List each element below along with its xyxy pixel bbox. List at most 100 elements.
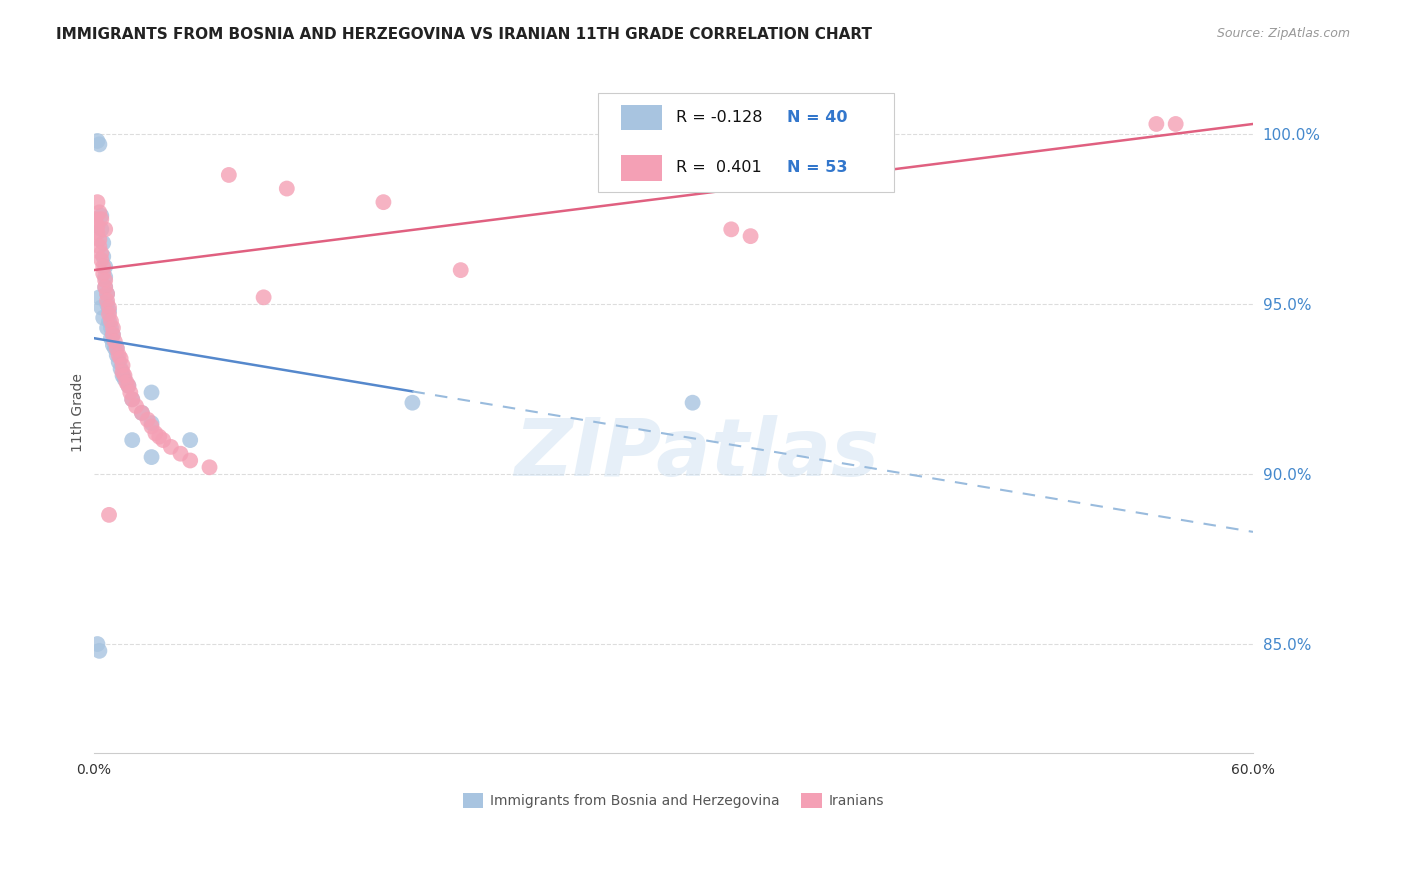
Text: ZIPatlas: ZIPatlas [515,415,879,492]
Point [89,233,111,247]
Bar [621,155,662,181]
Point [121,433,143,447]
Point [1164,117,1187,131]
Point [91,267,114,281]
Text: IMMIGRANTS FROM BOSNIA AND HERZEGOVINA VS IRANIAN 11TH GRADE CORRELATION CHART: IMMIGRANTS FROM BOSNIA AND HERZEGOVINA V… [56,27,872,42]
Point [110,351,132,366]
Point [94,273,117,287]
Point [131,406,153,420]
Point [107,355,129,369]
Point [117,378,139,392]
Point [100,321,122,335]
Point [148,430,170,444]
Point [105,341,128,355]
Point [1144,117,1167,131]
Point [125,399,148,413]
Point [110,361,132,376]
Point [90,252,112,267]
Point [98,301,121,315]
Point [218,168,240,182]
Point [100,314,122,328]
Point [141,416,163,430]
Point [94,222,117,236]
Point [98,508,121,522]
Point [89,290,111,304]
Point [107,348,129,362]
Point [89,644,111,658]
Point [91,310,114,325]
Point [198,460,221,475]
Point [91,235,114,250]
Point [101,327,124,342]
Point [96,293,118,308]
Point [682,395,704,409]
Point [114,372,136,386]
Point [111,365,134,379]
Text: Source: ZipAtlas.com: Source: ZipAtlas.com [1216,27,1350,40]
Point [94,280,117,294]
Point [141,419,163,434]
Point [98,304,121,318]
Point [450,263,472,277]
Text: N = 40: N = 40 [787,110,848,125]
Point [91,250,114,264]
Point [120,385,142,400]
FancyBboxPatch shape [598,94,894,192]
Point [169,447,191,461]
Point [111,359,134,373]
Point [96,297,118,311]
Point [91,260,114,274]
Point [86,134,108,148]
Y-axis label: 11th Grade: 11th Grade [72,374,86,452]
Point [86,226,108,240]
Point [104,341,127,355]
Point [84,212,107,227]
Point [141,385,163,400]
Text: R = -0.128: R = -0.128 [676,110,762,125]
Point [89,239,111,253]
Legend: Immigrants from Bosnia and Herzegovina, Iranians: Immigrants from Bosnia and Herzegovina, … [457,788,890,814]
Point [401,395,423,409]
Point [252,290,274,304]
Point [94,280,117,294]
Point [105,348,128,362]
Point [111,368,134,383]
Point [90,301,112,315]
Point [115,376,138,390]
Point [96,287,118,301]
Point [136,413,159,427]
Bar [621,104,662,130]
Point [121,392,143,407]
Point [90,209,112,223]
Point [145,426,167,441]
Point [276,181,298,195]
Point [94,260,117,274]
Point [100,331,122,345]
Point [86,637,108,651]
Text: N = 53: N = 53 [787,161,848,176]
Point [160,440,183,454]
Point [98,307,121,321]
Point [104,334,127,349]
Point [94,269,117,284]
Point [86,219,108,233]
Point [90,212,112,227]
Point [105,341,128,355]
Point [179,453,201,467]
Point [90,222,112,236]
Point [179,433,201,447]
Point [141,450,163,464]
Point [373,195,395,210]
Point [114,368,136,383]
Text: R =  0.401: R = 0.401 [676,161,761,176]
Point [131,406,153,420]
Point [117,378,139,392]
Point [740,229,762,244]
Point [96,287,118,301]
Point [89,137,111,152]
Point [89,205,111,219]
Point [101,321,124,335]
Point [90,246,112,260]
Point [101,327,124,342]
Point [101,338,124,352]
